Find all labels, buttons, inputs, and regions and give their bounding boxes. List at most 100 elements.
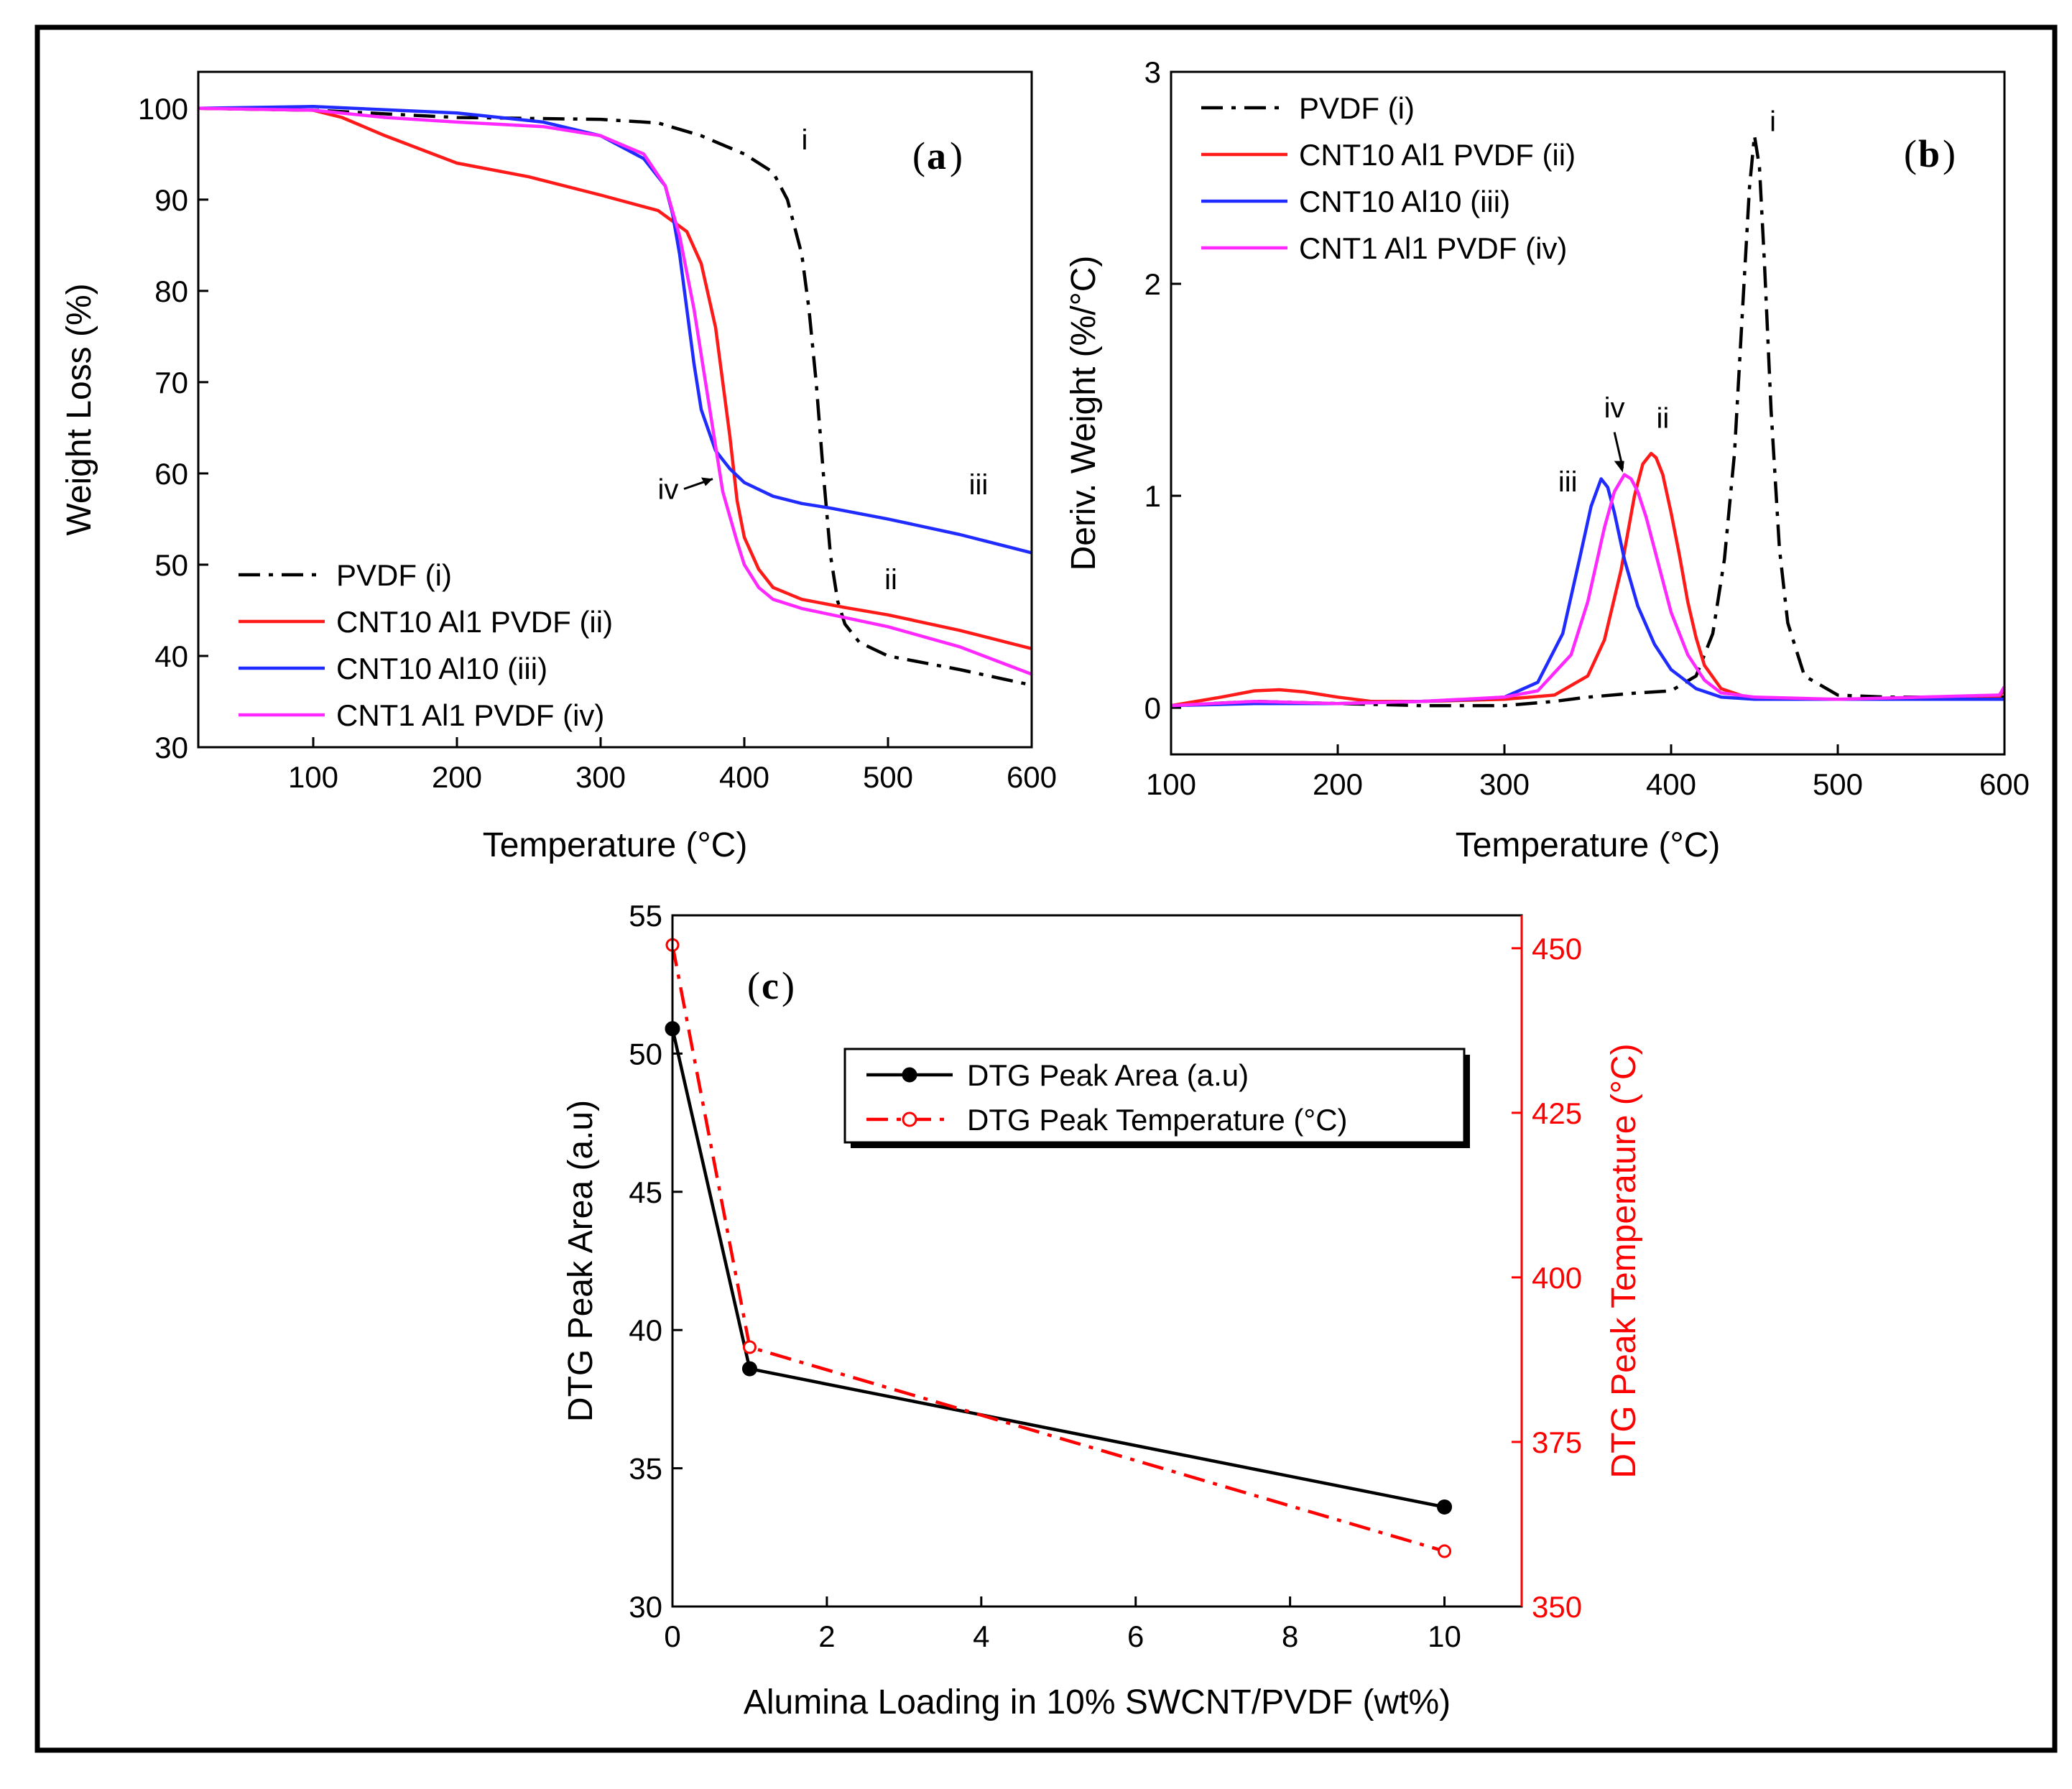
panel-a-ticks xyxy=(198,107,1033,749)
legend-marker-dtg-peak-area-a-u xyxy=(902,1067,917,1083)
point-dtg-peak-area-a-u xyxy=(741,1361,757,1377)
panel-c-y2tick-label: 450 xyxy=(1532,932,1582,966)
panel-c-label-text: c xyxy=(762,964,779,1007)
legend-label-cnt10-al1-pvdf-ii: CNT10 Al1 PVDF (ii) xyxy=(1299,138,1576,172)
panel-c-y2tick-label: 350 xyxy=(1532,1590,1582,1624)
panel-a-series xyxy=(198,105,1032,687)
panel-a: 100 200 300 400 500 600 30 40 50 60 70 80 90 100 Temp… xyxy=(60,70,1057,864)
panel-c-xtick-label: 10 xyxy=(1428,1619,1461,1653)
panel-a-ylabel: Weight Loss (%) xyxy=(60,283,98,535)
panel-c-ylabel: DTG Peak Area (a.u) xyxy=(562,1100,600,1422)
panel-b-xtick-label: 100 xyxy=(1146,767,1196,801)
panel-c-xtick-label: 8 xyxy=(1282,1619,1298,1653)
panel-a-tick-labels: 100 200 300 400 500 600 30 40 50 60 70 80 90 100 xyxy=(138,92,1057,794)
series-pvdf-i xyxy=(198,106,1032,687)
panel-b-ytick-label: 1 xyxy=(1144,479,1161,513)
series-cnt10-al10-iii xyxy=(1170,477,2004,708)
panel-a-annotation: ii xyxy=(884,564,897,596)
panel-a-xlabel: Temperature (°C) xyxy=(483,826,748,864)
panel-c-ytick-label: 50 xyxy=(629,1037,662,1071)
panel-b-arrowhead-iv xyxy=(1614,461,1624,473)
panel-c-xtick-label: 4 xyxy=(973,1619,989,1653)
panel-a-ytick-label: 50 xyxy=(154,548,188,582)
panel-b-ticks xyxy=(1170,70,2006,754)
legend-label-cnt10-al10-iii: CNT10 Al10 (iii) xyxy=(336,652,547,685)
panel-a-xtick-label: 200 xyxy=(432,760,482,794)
panel-b-xtick-label: 400 xyxy=(1646,767,1696,801)
panel-a-frame xyxy=(197,70,1033,749)
legend-label-cnt1-al1-pvdf-iv: CNT1 Al1 PVDF (iv) xyxy=(1299,231,1567,265)
panel-b-frame xyxy=(1170,70,2006,756)
svg-text:(: ( xyxy=(1904,132,1917,175)
panel-a-xtick-label: 500 xyxy=(863,760,913,794)
panel-a-ytick-label: 60 xyxy=(154,457,188,491)
panel-a-label-text: a xyxy=(927,134,946,177)
legend-label-pvdf-i: PVDF (i) xyxy=(336,558,452,592)
svg-text:(: ( xyxy=(912,134,925,177)
panel-a-xtick-label: 600 xyxy=(1007,760,1057,794)
panel-b-annotation: ii xyxy=(1657,403,1670,435)
series-dtg-peak-temperature-c xyxy=(670,944,1446,1553)
panel-b-annotation: i xyxy=(1770,106,1776,138)
panel-a-ytick-label: 100 xyxy=(138,92,188,126)
panel-c-ytick-label: 45 xyxy=(629,1175,662,1209)
series-cnt1-al1-pvdf-iv xyxy=(198,106,1032,676)
point-dtg-peak-temperature-c xyxy=(742,1340,757,1354)
panel-b-xlabel: Temperature (°C) xyxy=(1456,826,1721,864)
panel-b-label: ( b ) xyxy=(1904,132,1956,175)
panel-c-xtick-label: 6 xyxy=(1127,1619,1144,1653)
svg-text:): ) xyxy=(950,134,963,177)
panel-a-xtick-label: 400 xyxy=(719,760,769,794)
panel-c-ticks xyxy=(671,914,1522,1608)
panel-a-legend: PVDF (i) CNT10 Al1 PVDF (ii) CNT10 Al10 (i… xyxy=(239,558,613,732)
panel-b-xtick-label: 300 xyxy=(1479,767,1530,801)
series-pvdf-i xyxy=(1170,134,2004,708)
panel-c-y2tick-label: 425 xyxy=(1532,1096,1582,1130)
legend-label-cnt10-al1-pvdf-ii: CNT10 Al1 PVDF (ii) xyxy=(336,605,613,639)
panel-b-label-text: b xyxy=(1918,132,1940,175)
panel-a-label: ( a ) xyxy=(912,134,963,177)
panel-b-ylabel: Deriv. Weight (%/°C) xyxy=(1065,256,1103,571)
point-dtg-peak-temperature-c xyxy=(1438,1544,1452,1558)
panel-c-ytick-label: 35 xyxy=(629,1452,662,1486)
point-dtg-peak-area-a-u xyxy=(1437,1499,1453,1515)
series-cnt10-al1-pvdf-ii xyxy=(198,106,1032,650)
panel-a-ytick-label: 80 xyxy=(154,274,188,308)
panel-c-ytick-label: 30 xyxy=(629,1590,662,1624)
panel-c-xtick-label: 0 xyxy=(664,1619,680,1653)
svg-text:): ) xyxy=(782,964,795,1007)
panel-c: 0 2 4 6 8 10 30 35 40 45 50 55 350 375 400 425 450 Alumi… xyxy=(562,899,1643,1721)
legend-label-dtg-peak-temperature-c: DTG Peak Temperature (°C) xyxy=(967,1103,1348,1137)
panel-c-tick-labels: 0 2 4 6 8 10 30 35 40 45 50 55 350 375 400 425 450 xyxy=(629,899,1582,1653)
panel-b-legend: PVDF (i) CNT10 Al1 PVDF (ii) CNT10 Al10 (i… xyxy=(1201,91,1576,265)
panel-c-label: ( c ) xyxy=(747,964,795,1007)
panel-c-legend: DTG Peak Area (a.u) DTG Peak Temperature … xyxy=(843,1048,1470,1148)
panel-c-y2tick-label: 375 xyxy=(1532,1425,1582,1459)
svg-text:): ) xyxy=(1943,132,1956,175)
panel-a-ytick-label: 90 xyxy=(154,183,188,217)
panel-a-annotation: iii xyxy=(969,469,989,501)
panel-c-y2label: DTG Peak Temperature (°C) xyxy=(1605,1043,1643,1478)
panel-c-series xyxy=(665,938,1453,1558)
panel-b-tick-labels: 100 200 300 400 500 600 0 1 2 3 xyxy=(1144,55,2030,801)
panel-b-xtick-label: 200 xyxy=(1313,767,1363,801)
panel-c-legend-box xyxy=(843,1048,1466,1144)
panel-c-xtick-label: 2 xyxy=(818,1619,835,1653)
panel-a-xtick-label: 100 xyxy=(288,760,338,794)
panel-a-ytick-label: 70 xyxy=(154,366,188,399)
panel-b-series xyxy=(1170,134,2006,708)
panel-c-xlabel: Alumina Loading in 10% SWCNT/PVDF (wt%) xyxy=(744,1683,1451,1721)
figure-border xyxy=(34,24,2058,1753)
panel-a-annotation: i xyxy=(802,124,808,156)
panel-b-ytick-label: 2 xyxy=(1144,267,1161,301)
legend-label-pvdf-i: PVDF (i) xyxy=(1299,91,1415,125)
legend-label-cnt10-al10-iii: CNT10 Al10 (iii) xyxy=(1299,185,1510,218)
svg-text:(: ( xyxy=(747,964,760,1007)
panel-b-annotation: iv xyxy=(1604,392,1625,424)
panel-a-annotation: iv xyxy=(658,473,679,505)
panel-c-frame xyxy=(671,914,1523,1608)
